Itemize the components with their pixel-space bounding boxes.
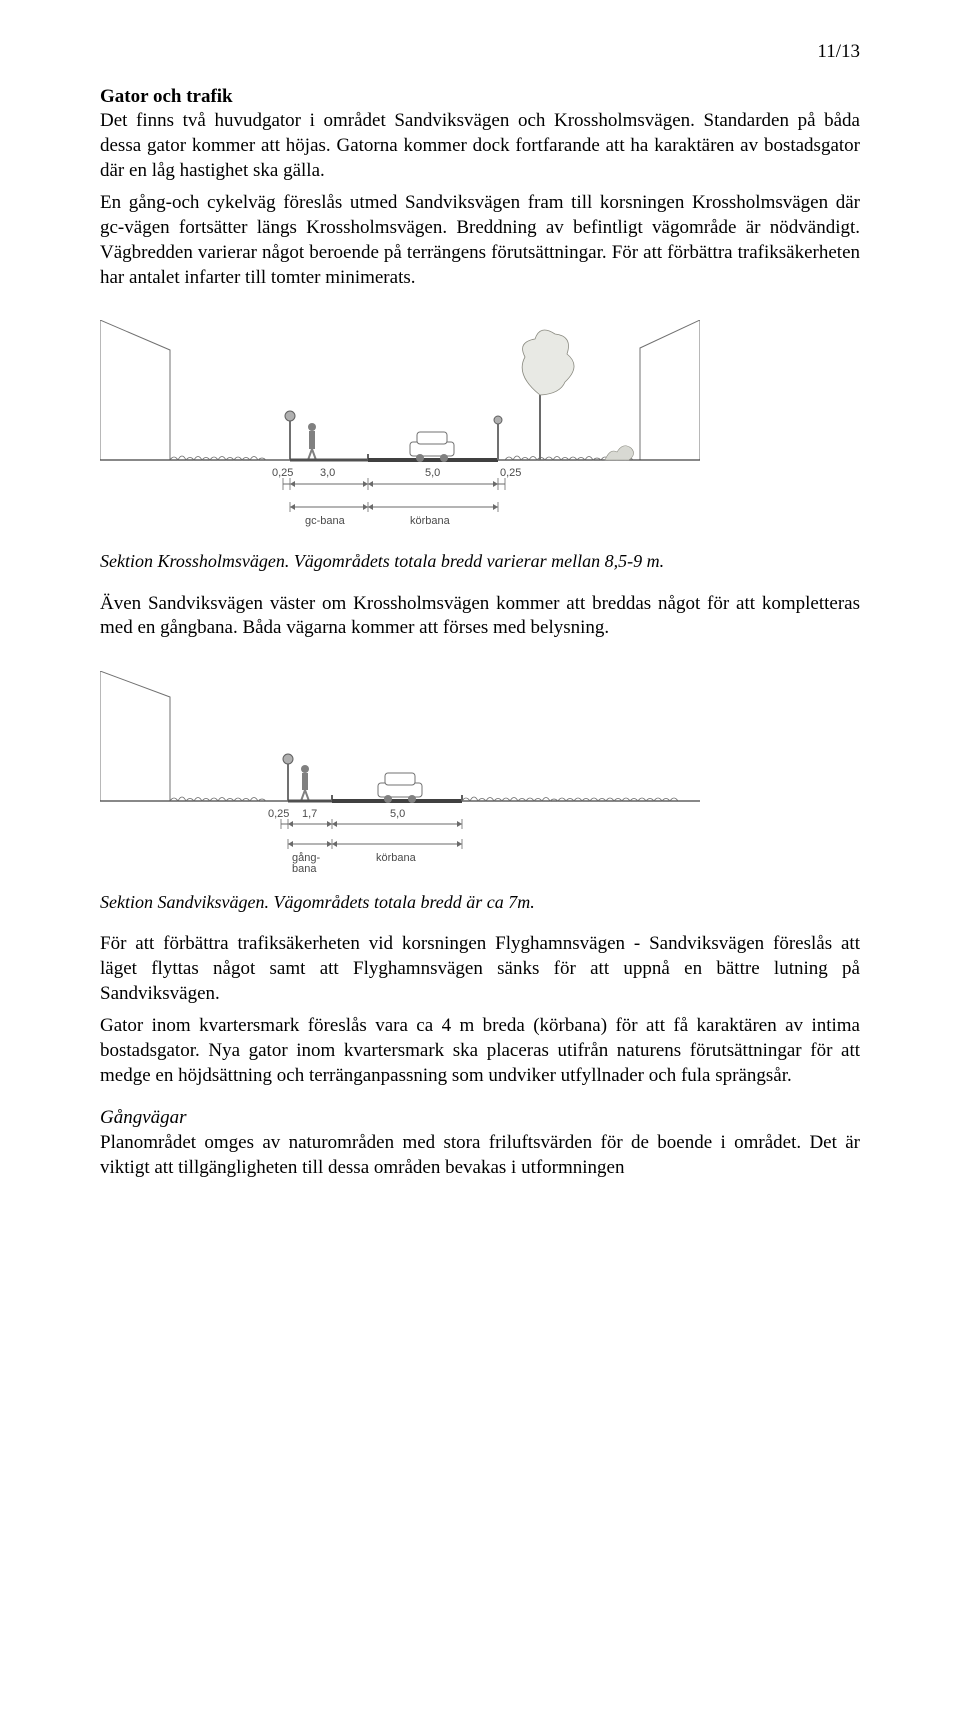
figure-sandviksvagen: 0,25 1,7 5,0 gång- bana körbana [100, 671, 860, 881]
paragraph-4: För att förbättra trafiksäkerheten vid k… [100, 932, 860, 1006]
caption-krossholmsvagen: Sektion Krossholmsvägen. Vägområdets tot… [100, 550, 860, 573]
heading-gangvagar: Gångvägar [100, 1106, 860, 1131]
dim2-025: 0,25 [268, 808, 289, 820]
dim-50: 5,0 [425, 467, 440, 479]
paragraph-3: Även Sandviksvägen väster om Krossholmsv… [100, 592, 860, 641]
dim-025-left: 0,25 [272, 467, 293, 479]
figure-krossholmsvagen: 0,25 3,0 5,0 0,25 gc-bana körbana [100, 320, 860, 540]
dim-025-right: 0,25 [500, 467, 521, 479]
paragraph-1: Det finns två huvudgator i området Sandv… [100, 109, 860, 183]
dim-30: 3,0 [320, 467, 335, 479]
label-korbana-1: körbana [410, 515, 451, 527]
page-number: 11/13 [100, 40, 860, 65]
svg-text:bana: bana [292, 863, 317, 875]
dim2-17: 1,7 [302, 808, 317, 820]
caption-sandviksvagen: Sektion Sandviksvägen. Vägområdets total… [100, 891, 860, 914]
label-gcbana: gc-bana [305, 515, 346, 527]
paragraph-2: En gång-och cykelväg föreslås utmed Sand… [100, 191, 860, 290]
heading-gator-trafik: Gator och trafik [100, 85, 860, 110]
dim2-50: 5,0 [390, 808, 405, 820]
paragraph-6: Planområdet omges av naturområden med st… [100, 1131, 860, 1180]
label-korbana-2: körbana [376, 852, 417, 864]
paragraph-5: Gator inom kvartersmark föreslås vara ca… [100, 1014, 860, 1088]
